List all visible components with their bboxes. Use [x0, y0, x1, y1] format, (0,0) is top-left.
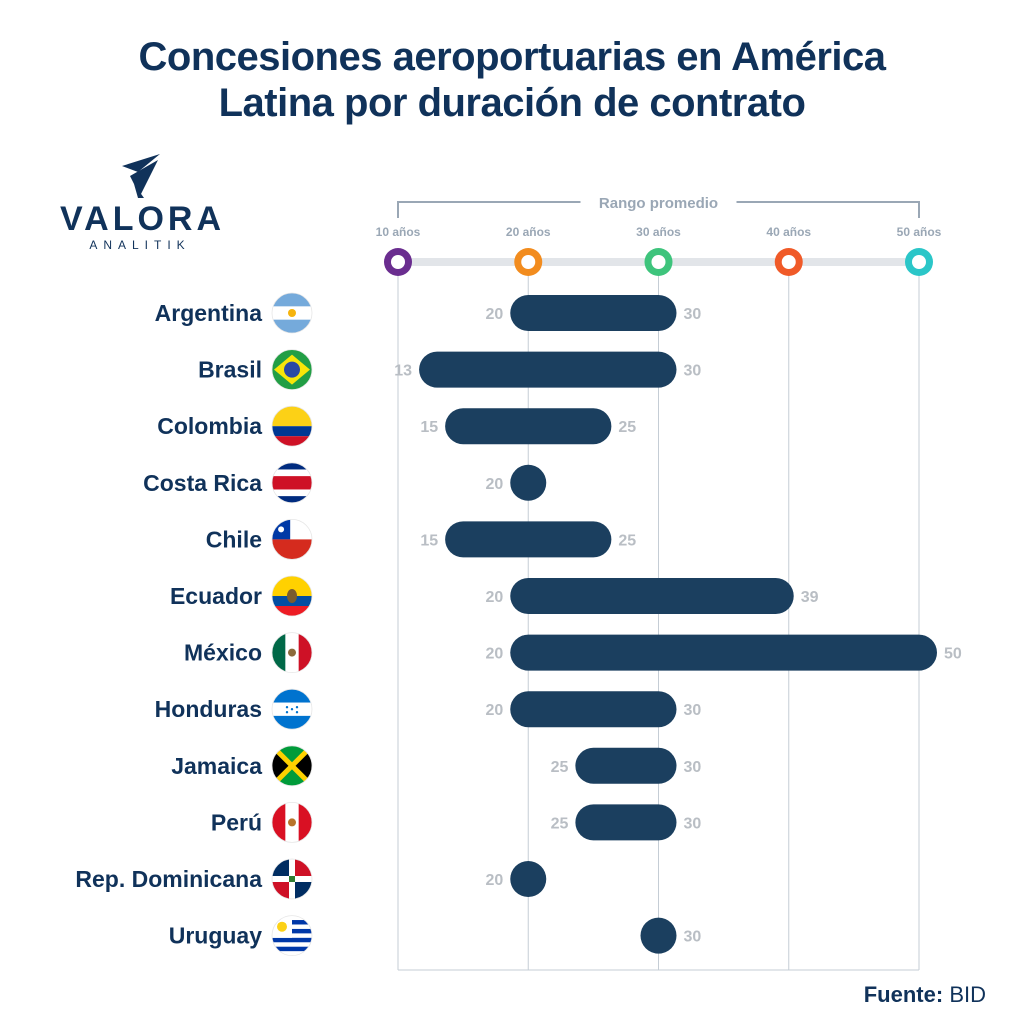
- source-value: BID: [949, 982, 986, 1007]
- flag-outline: [271, 745, 313, 787]
- chart-title-line1: Concesiones aeroportuarias en América: [138, 35, 886, 79]
- min-value-label: 20: [485, 306, 503, 323]
- country-label: Honduras: [155, 696, 262, 722]
- flag-outline: [271, 462, 313, 504]
- max-value-label: 39: [801, 589, 819, 606]
- min-value-label: 25: [551, 815, 569, 832]
- country-label: Ecuador: [170, 583, 262, 609]
- flag-outline: [271, 575, 313, 617]
- range-bar: [640, 917, 677, 954]
- logo-subtitle: ANALITIK: [89, 238, 191, 252]
- peru-flag-icon: [272, 802, 312, 843]
- range-bar: [575, 747, 677, 784]
- colombia-flag-icon: [272, 406, 312, 447]
- flag-outline: [271, 802, 313, 843]
- honduras-flag-icon: [272, 689, 312, 730]
- range-bar: [510, 464, 547, 501]
- country-label: Argentina: [155, 300, 263, 326]
- country-label: Jamaica: [171, 753, 262, 779]
- tick-label: 10 años: [376, 225, 421, 239]
- country-label: Costa Rica: [143, 470, 262, 496]
- range-bar: [445, 408, 612, 445]
- value-label: 20: [485, 872, 503, 889]
- flag-outline: [271, 292, 313, 334]
- min-value-label: 25: [551, 759, 569, 776]
- range-bar: [510, 634, 937, 671]
- tick-marker-inner: [391, 255, 405, 269]
- range-bar: [510, 295, 677, 331]
- logo-bird-icon: [122, 154, 160, 198]
- range-bracket: [397, 201, 920, 218]
- tick-marker-inner: [781, 255, 796, 269]
- min-value-label: 15: [420, 532, 438, 549]
- tick-marker-inner: [912, 255, 926, 269]
- country-label: Chile: [206, 526, 262, 552]
- min-value-label: 20: [485, 702, 503, 719]
- mexico-flag-icon: [272, 632, 312, 673]
- min-value-label: 20: [485, 589, 503, 606]
- flag-outline: [271, 349, 313, 391]
- valora-logo: VALORA ANALITIK: [60, 148, 226, 258]
- ecuador-flag-icon: [272, 576, 312, 616]
- country-label: Brasil: [198, 357, 262, 383]
- country-label: Uruguay: [169, 923, 263, 949]
- max-value-label: 30: [684, 759, 702, 776]
- flag-outline: [271, 405, 313, 447]
- min-value-label: 15: [420, 419, 438, 436]
- max-value-label: 50: [944, 646, 962, 663]
- min-value-label: 20: [485, 646, 503, 663]
- tick-label: 40 años: [766, 225, 811, 239]
- max-value-label: 30: [684, 306, 702, 323]
- max-value-label: 25: [618, 419, 636, 436]
- range-bar: [419, 351, 677, 388]
- max-value-label: 25: [618, 532, 636, 549]
- range-bar: [510, 578, 794, 614]
- min-value-label: 13: [394, 363, 412, 380]
- country-label: Perú: [211, 809, 262, 835]
- chile-flag-icon: [272, 519, 312, 560]
- range-bar: [510, 861, 547, 897]
- tick-marker-inner: [521, 255, 536, 269]
- country-label: México: [184, 640, 262, 666]
- chart-title: Concesiones aeroportuarias en América La…: [0, 34, 1024, 126]
- argentina-flag-icon: [272, 293, 312, 333]
- value-label: 30: [684, 929, 702, 946]
- tick-marker-inner: [651, 255, 666, 269]
- value-label: 20: [485, 476, 503, 493]
- range-bar: [510, 691, 677, 728]
- tick-label: 30 años: [636, 225, 681, 239]
- logo-name: VALORA: [60, 200, 226, 238]
- source-label: Fuente:: [863, 982, 944, 1007]
- flag-outline: [271, 519, 313, 560]
- range-bar: [575, 804, 677, 841]
- flag-outline: [271, 632, 313, 673]
- tick-label: 20 años: [506, 225, 551, 239]
- range-label: Rango promedio: [599, 195, 718, 212]
- chart-title-line2: Latina por duración de contrato: [218, 81, 806, 125]
- costarica-flag-icon: [272, 462, 312, 503]
- source-note: Fuente: BID: [864, 982, 986, 1008]
- range-bar: [445, 521, 612, 558]
- flag-outline: [271, 858, 313, 900]
- max-value-label: 30: [684, 815, 702, 832]
- country-label: Colombia: [157, 413, 262, 439]
- max-value-label: 30: [684, 702, 702, 719]
- max-value-label: 30: [684, 363, 702, 380]
- flag-outline: [271, 688, 313, 730]
- tick-label: 50 años: [897, 225, 942, 239]
- flag-outline: [271, 915, 313, 956]
- jamaica-flag-icon: [272, 745, 312, 786]
- brasil-flag-icon: [272, 349, 312, 390]
- country-label: Rep. Dominicana: [75, 866, 262, 892]
